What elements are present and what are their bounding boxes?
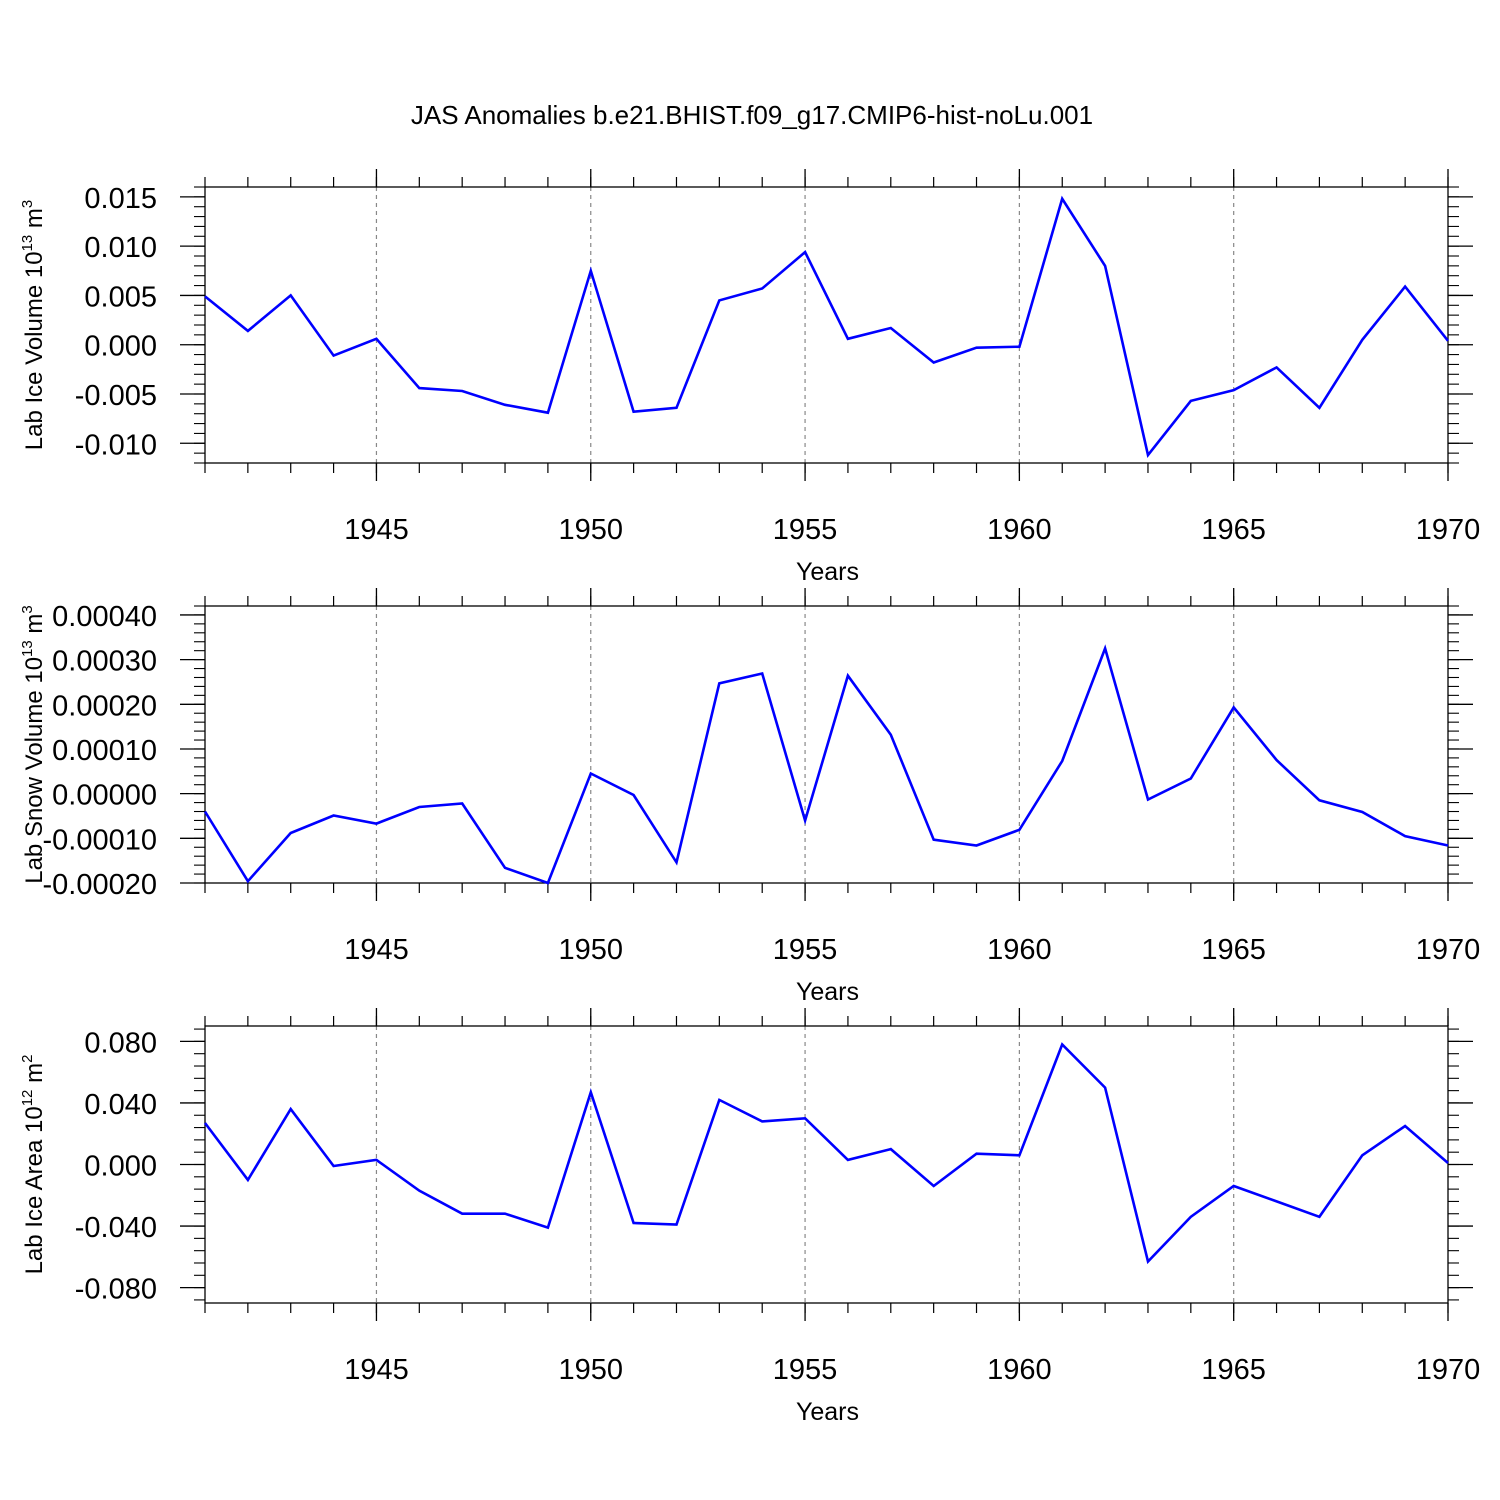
- figure-title: JAS Anomalies b.e21.BHIST.f09_g17.CMIP6-…: [411, 100, 1093, 130]
- x-tick-label: 1955: [773, 514, 838, 546]
- x-axis-label: Years: [796, 978, 859, 1006]
- x-tick-label: 1965: [1201, 934, 1266, 966]
- y-axis-label: Lab Snow Volume 1013 m3: [19, 605, 48, 884]
- y-tick-label: 0.00030: [52, 646, 157, 678]
- y-tick-label: 0.000: [84, 331, 157, 363]
- x-tick-label: 1965: [1201, 1354, 1266, 1386]
- series-line: [204, 195, 1450, 459]
- plot-frame: [204, 605, 1449, 884]
- panel-3: 1945 1950 1955 1960 1965 1970 0.080 0.040 0.000 -…: [19, 1008, 1480, 1426]
- x-tick-label: 1950: [559, 1354, 624, 1386]
- x-tick-label: 1960: [987, 1354, 1052, 1386]
- y-label-exponent: 13: [19, 640, 36, 657]
- y-label-unit: m: [21, 208, 48, 235]
- x-tick-label: 1970: [1416, 514, 1481, 546]
- y-label-unit-exponent: 3: [19, 200, 36, 208]
- x-tick-label: 1955: [773, 934, 838, 966]
- y-tick-label: 0.015: [84, 183, 157, 215]
- y-label-text: Lab Snow Volume 10: [21, 657, 48, 884]
- y-label-text: Lab Ice Volume 10: [21, 251, 48, 450]
- x-tick-label: 1945: [344, 1354, 409, 1386]
- series-line: [203, 644, 1449, 885]
- x-tick-label: 1970: [1416, 1354, 1481, 1386]
- y-tick-label: 0.00040: [52, 601, 157, 633]
- y-tick-label: -0.005: [75, 380, 157, 412]
- y-tick-label: 0.010: [84, 232, 157, 264]
- y-tick-label: 0.040: [84, 1089, 157, 1121]
- y-tick-label: 0.000: [84, 1151, 157, 1183]
- y-label-exponent: 12: [19, 1090, 36, 1107]
- x-axis-label: Years: [796, 1398, 859, 1426]
- y-tick-label: 0.00000: [52, 780, 157, 812]
- y-label-text: Lab Ice Area 10: [21, 1106, 48, 1274]
- y-tick-label: 0.005: [84, 281, 157, 313]
- plot-frame: [204, 186, 1449, 464]
- y-tick-label: -0.00020: [43, 869, 158, 901]
- panel-2: 1945 1950 1955 1960 1965 1970 0.00040 0.00030 0.…: [19, 588, 1480, 1006]
- y-label-unit: m: [21, 614, 48, 641]
- x-tick-label: 1970: [1416, 934, 1481, 966]
- y-axis-label: Lab Ice Volume 1013 m3: [19, 200, 48, 451]
- y-label-unit-exponent: 3: [19, 605, 36, 613]
- panel-1: 1945 1950 1955 1960 1965 1970 0.015 0.010 0.005 0…: [19, 169, 1480, 586]
- panels: 1945 1950 1955 1960 1965 1970 0.015 0.010 0.005 0…: [19, 169, 1480, 1426]
- x-tick-label: 1945: [344, 514, 409, 546]
- y-tick-label: -0.040: [75, 1212, 157, 1244]
- plot-frame: [204, 1025, 1449, 1304]
- x-axis-label: Years: [796, 558, 859, 586]
- x-tick-label: 1960: [987, 514, 1052, 546]
- x-tick-label: 1950: [559, 514, 624, 546]
- y-tick-label: -0.00010: [43, 824, 158, 856]
- y-tick-label: 0.00020: [52, 690, 157, 722]
- y-label-exponent: 13: [19, 235, 36, 252]
- x-tick-label: 1960: [987, 934, 1052, 966]
- y-label-unit-exponent: 2: [19, 1055, 36, 1063]
- y-tick-label: -0.010: [75, 429, 157, 461]
- x-tick-label: 1955: [773, 1354, 838, 1386]
- x-tick-label: 1950: [559, 934, 624, 966]
- y-axis-label: Lab Ice Area 1012 m2: [19, 1055, 48, 1275]
- series-line: [203, 1042, 1449, 1265]
- y-tick-label: 0.080: [84, 1027, 157, 1059]
- y-tick-label: -0.080: [75, 1274, 157, 1306]
- y-label-unit: m: [21, 1063, 48, 1090]
- x-tick-label: 1945: [344, 934, 409, 966]
- x-tick-label: 1965: [1201, 514, 1266, 546]
- y-tick-label: 0.00010: [52, 735, 157, 767]
